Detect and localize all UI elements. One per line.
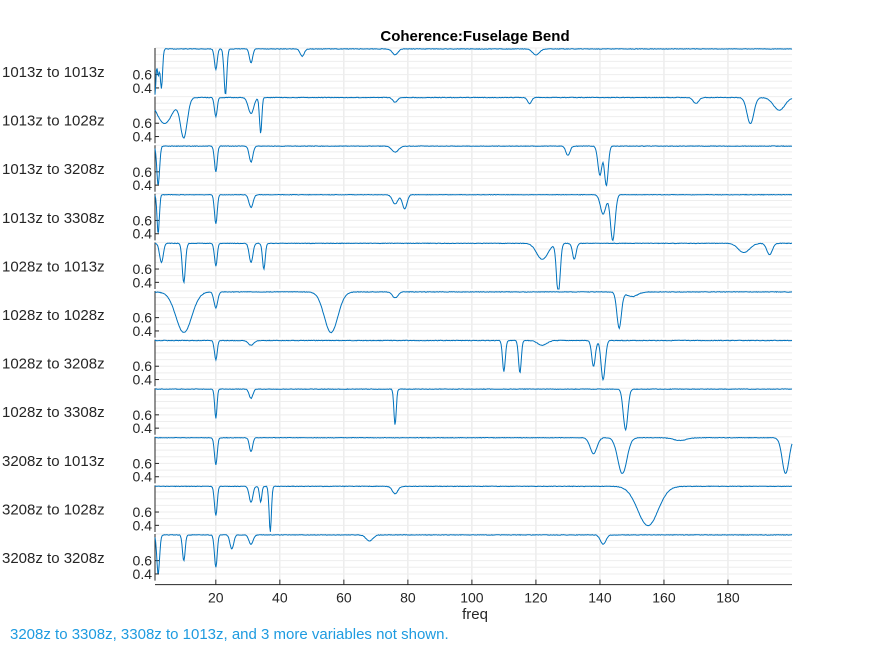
- x-tick-label: 40: [272, 590, 288, 606]
- y-tick-label: 0.4: [133, 177, 153, 193]
- y-tick-label: 0.6: [133, 164, 153, 180]
- series-line: [154, 48, 793, 95]
- panel-label: 1013z to 1028z: [2, 113, 105, 130]
- y-tick-label: 0.4: [133, 129, 153, 145]
- x-tick-label: 180: [716, 590, 740, 606]
- y-tick-label: 0.4: [133, 226, 153, 242]
- y-tick-label: 0.4: [133, 80, 153, 96]
- y-tick-label: 0.6: [133, 310, 153, 326]
- x-tick-label: 100: [460, 590, 484, 606]
- y-tick-label: 0.4: [133, 517, 153, 533]
- panel-label: 1028z to 1028z: [2, 307, 105, 324]
- y-tick-label: 0.6: [133, 212, 153, 228]
- panel-label: 3208z to 1013z: [2, 453, 105, 470]
- x-tick-label: 60: [336, 590, 352, 606]
- y-tick-label: 0.6: [133, 115, 153, 131]
- panel-4: 0.40.6 1013z to 3308z: [2, 193, 793, 242]
- series-line: [154, 242, 792, 290]
- panel-label: 1028z to 3208z: [2, 356, 105, 373]
- x-tick-label: 140: [588, 590, 612, 606]
- series-line: [154, 388, 793, 432]
- series-line: [154, 534, 793, 574]
- y-tick-label: 0.4: [133, 420, 153, 436]
- panel-10: 0.40.6 3208z to 1028z: [2, 484, 793, 533]
- y-tick-label: 0.6: [133, 504, 153, 520]
- panel-label: 1013z to 3208z: [2, 161, 105, 178]
- y-tick-label: 0.4: [133, 274, 153, 290]
- y-tick-label: 0.6: [133, 261, 153, 277]
- panel-5: 0.40.6 1028z to 1013z: [2, 241, 792, 290]
- y-tick-label: 0.6: [133, 358, 153, 374]
- series-line: [154, 291, 793, 334]
- panel-9: 0.40.6 3208z to 1013z: [2, 436, 793, 485]
- panel-label: 1013z to 3308z: [2, 210, 105, 227]
- y-tick-label: 0.4: [133, 469, 153, 485]
- panel-8: 0.40.6 1028z to 3308z: [2, 387, 793, 436]
- series-line: [154, 96, 793, 139]
- x-tick-label: 160: [652, 590, 676, 606]
- panel-3: 0.40.6 1013z to 3208z: [2, 144, 793, 193]
- y-tick-label: 0.6: [133, 67, 153, 83]
- y-tick-label: 0.6: [133, 553, 153, 569]
- panel-1: 0.40.6 1013z to 1013z: [2, 47, 793, 96]
- y-tick-label: 0.4: [133, 323, 153, 339]
- x-axis-label: freq: [462, 606, 488, 623]
- panel-6: 0.40.6 1028z to 1028z: [2, 290, 793, 339]
- panel-label: 3208z to 3208z: [2, 550, 105, 567]
- y-tick-label: 0.6: [133, 455, 153, 471]
- series-line: [154, 436, 793, 475]
- panel-label: 1028z to 1013z: [2, 258, 105, 275]
- chart-title: Coherence:Fuselage Bend: [380, 28, 569, 45]
- panel-label: 3208z to 1028z: [2, 501, 105, 518]
- series-line: [154, 193, 793, 242]
- series-line: [154, 339, 793, 382]
- series-line: [154, 145, 793, 187]
- panel-11: 0.40.6 3208z to 3208z: [2, 533, 793, 582]
- panel-label: 1013z to 1013z: [2, 64, 105, 81]
- panel-7: 0.40.6 1028z to 3208z: [2, 339, 793, 388]
- y-tick-label: 0.4: [133, 566, 153, 582]
- series-line: [154, 485, 793, 532]
- x-tick-label: 80: [400, 590, 416, 606]
- y-tick-label: 0.4: [133, 372, 153, 388]
- figure-note: 3208z to 3308z, 3308z to 1013z, and 3 mo…: [10, 626, 449, 643]
- x-tick-label: 20: [208, 590, 224, 606]
- x-axis: 20 40 60 80 100 120 140 160 180: [155, 579, 792, 606]
- panel-2: 0.40.6 1013z to 1028z: [2, 96, 793, 145]
- panel-label: 1028z to 3308z: [2, 404, 105, 421]
- x-tick-label: 120: [524, 590, 548, 606]
- y-tick-label: 0.6: [133, 407, 153, 423]
